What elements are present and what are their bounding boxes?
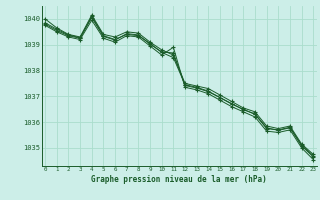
X-axis label: Graphe pression niveau de la mer (hPa): Graphe pression niveau de la mer (hPa) (91, 175, 267, 184)
